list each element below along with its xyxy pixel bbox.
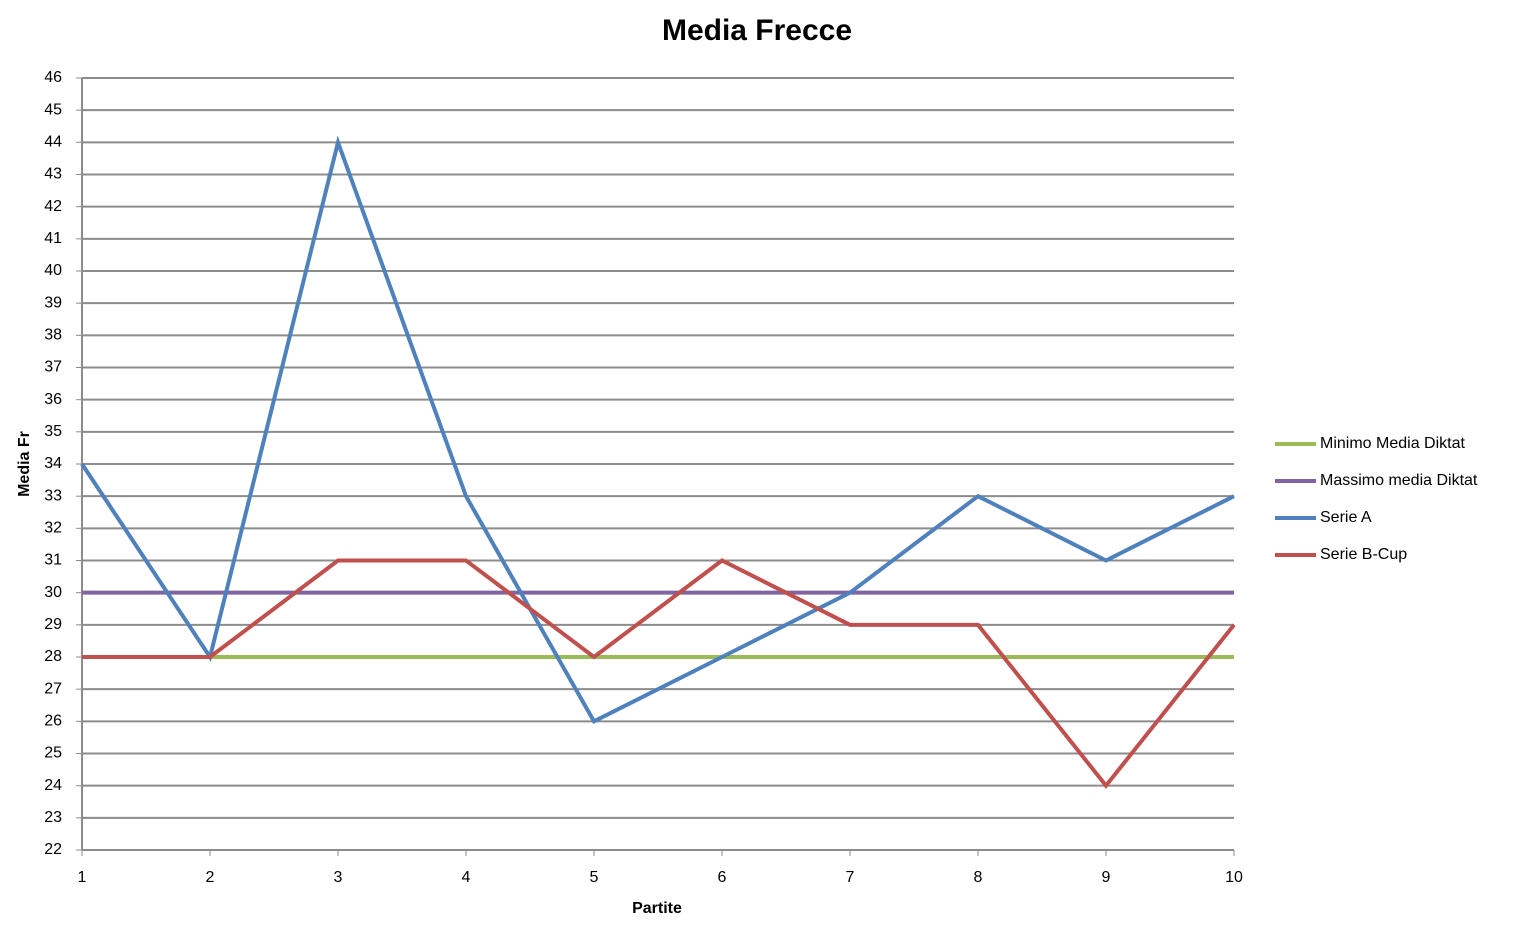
y-tick-label: 40 — [44, 262, 62, 279]
x-tick-label: 6 — [718, 869, 727, 886]
y-tick-label: 41 — [44, 230, 62, 247]
x-tick-label: 4 — [462, 869, 471, 886]
y-tick-label: 38 — [44, 327, 62, 344]
x-tick-label: 8 — [974, 869, 983, 886]
y-tick-label: 27 — [44, 680, 62, 697]
y-tick-label: 31 — [44, 552, 62, 569]
y-tick-label: 25 — [44, 745, 62, 762]
legend-label: Serie A — [1320, 509, 1372, 526]
y-tick-label: 37 — [44, 359, 62, 376]
x-tick-label: 2 — [206, 869, 215, 886]
x-tick-label: 1 — [78, 869, 87, 886]
y-tick-label: 42 — [44, 198, 62, 215]
y-tick-label: 33 — [44, 487, 62, 504]
y-tick-label: 46 — [44, 69, 62, 86]
y-tick-label: 43 — [44, 166, 62, 183]
y-tick-label: 45 — [44, 101, 62, 118]
x-axis-title: Partite — [632, 900, 682, 917]
x-tick-label: 7 — [846, 869, 855, 886]
y-tick-label: 23 — [44, 809, 62, 826]
y-tick-label: 44 — [44, 134, 62, 151]
y-tick-label: 24 — [44, 777, 62, 794]
y-tick-label: 35 — [44, 423, 62, 440]
y-tick-label: 32 — [44, 520, 62, 537]
y-axis-title: Media Fr — [16, 431, 33, 497]
y-tick-label: 29 — [44, 616, 62, 633]
y-tick-label: 34 — [44, 455, 62, 472]
series-line — [80, 135, 1235, 724]
legend-label: Serie B-Cup — [1320, 546, 1407, 563]
x-tick-label: 3 — [334, 869, 343, 886]
x-tick-label: 10 — [1225, 869, 1243, 886]
series-line — [82, 558, 1236, 789]
chart-title: Media Frecce — [662, 14, 852, 47]
y-tick-label: 39 — [44, 294, 62, 311]
y-tick-label: 28 — [44, 648, 62, 665]
x-tick-label: 9 — [1102, 869, 1111, 886]
legend-label: Minimo Media Diktat — [1320, 435, 1465, 452]
legend-label: Massimo media Diktat — [1320, 472, 1478, 489]
y-tick-label: 30 — [44, 584, 62, 601]
y-tick-label: 26 — [44, 713, 62, 730]
x-tick-label: 5 — [590, 869, 599, 886]
y-tick-label: 22 — [44, 841, 62, 858]
y-tick-label: 36 — [44, 391, 62, 408]
